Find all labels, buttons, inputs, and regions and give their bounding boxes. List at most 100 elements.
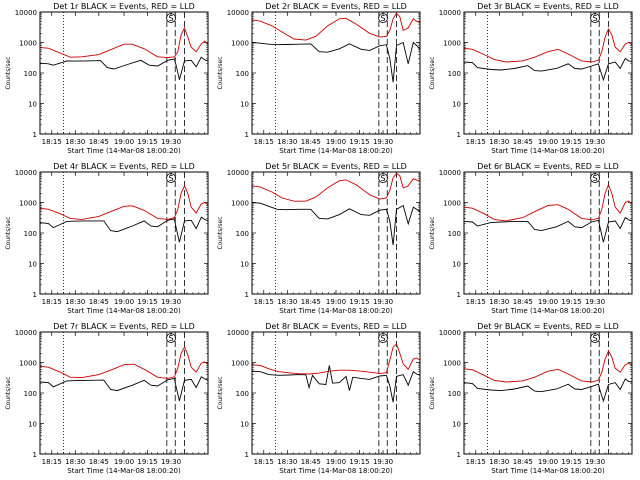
y-tick-label: 10000: [15, 169, 37, 177]
events-series-line: [463, 216, 633, 243]
plot-frame: [251, 171, 421, 295]
marker-letter: S: [381, 174, 386, 183]
lld-series-line: [463, 183, 633, 222]
x-tick-label: 18:30: [489, 298, 509, 306]
x-tick-label: 19:30: [585, 298, 605, 306]
chart-panel: Det 7r BLACK = Events, RED = LLD Counts/s…: [5, 322, 209, 475]
y-tick-label: 100: [24, 390, 37, 398]
y-tick-label: 10: [240, 421, 249, 429]
events-series-line: [39, 216, 209, 243]
y-tick-label: 10000: [227, 9, 249, 17]
y-tick-label: 100: [24, 230, 37, 238]
y-tick-label: 1: [33, 291, 37, 299]
y-tick-label: 10000: [227, 169, 249, 177]
chart-title: Det 1r BLACK = Events, RED = LLD: [53, 2, 195, 11]
y-axis-label: Counts/sec: [429, 376, 436, 409]
y-tick-label: 10000: [439, 169, 461, 177]
x-tick-label: 18:30: [65, 138, 85, 146]
marker-letter: S: [593, 334, 598, 343]
y-tick-label: 100: [448, 70, 461, 78]
x-tick-label: 19:15: [137, 138, 157, 146]
marker-circle: [166, 333, 176, 343]
events-series-line: [39, 376, 209, 402]
y-tick-label: 1000: [443, 40, 461, 48]
lld-series-line: [39, 26, 209, 59]
x-tick-label: 18:15: [42, 138, 62, 146]
chart-panel: Det 2r BLACK = Events, RED = LLD Counts/s…: [217, 2, 421, 155]
x-axis-label: Start Time (14-Mar-08 18:00:20): [491, 467, 605, 475]
x-tick-label: 19:00: [326, 298, 346, 306]
marker-circle: [166, 13, 176, 23]
y-tick-label: 100: [236, 230, 249, 238]
y-tick-label: 10000: [439, 329, 461, 337]
x-axis-label: Start Time (14-Mar-08 18:00:20): [67, 467, 181, 475]
x-tick-label: 18:45: [301, 298, 321, 306]
plot-frame: [39, 171, 209, 295]
y-tick-label: 1000: [231, 360, 249, 368]
x-tick-label: 19:15: [137, 458, 157, 466]
chart-panel: Det 6r BLACK = Events, RED = LLD Counts/s…: [429, 162, 633, 315]
chart-panel: Det 5r BLACK = Events, RED = LLD Counts/s…: [217, 162, 421, 315]
y-tick-label: 1000: [19, 40, 37, 48]
events-series-line: [39, 56, 209, 80]
y-tick-label: 10000: [227, 329, 249, 337]
x-tick-label: 19:30: [373, 298, 393, 306]
y-tick-label: 1000: [443, 200, 461, 208]
marker-circle: [378, 333, 388, 343]
x-tick-label: 19:00: [538, 298, 558, 306]
x-tick-label: 18:15: [254, 138, 274, 146]
x-tick-label: 18:15: [254, 298, 274, 306]
x-tick-label: 19:30: [373, 458, 393, 466]
x-axis-label: Start Time (14-Mar-08 18:00:20): [279, 307, 393, 315]
plot-frame: [39, 11, 209, 135]
y-tick-label: 1: [457, 131, 461, 139]
chart-panel: Det 4r BLACK = Events, RED = LLD Counts/s…: [5, 162, 209, 315]
x-tick-label: 18:30: [489, 458, 509, 466]
y-tick-label: 1: [245, 291, 249, 299]
x-tick-label: 18:45: [89, 298, 109, 306]
y-axis-label: Counts/sec: [429, 56, 436, 89]
x-axis-label: Start Time (14-Mar-08 18:00:20): [491, 307, 605, 315]
x-tick-label: 19:00: [538, 458, 558, 466]
x-axis-label: Start Time (14-Mar-08 18:00:20): [67, 307, 181, 315]
y-tick-label: 10000: [439, 9, 461, 17]
x-tick-label: 19:30: [585, 138, 605, 146]
x-tick-label: 18:30: [277, 138, 297, 146]
marker-letter: S: [593, 174, 598, 183]
events-series-line: [463, 378, 633, 403]
chart-panel: Det 3r BLACK = Events, RED = LLD Counts/s…: [429, 2, 633, 155]
y-tick-label: 1: [457, 451, 461, 459]
x-tick-label: 18:45: [301, 458, 321, 466]
x-tick-label: 18:30: [65, 458, 85, 466]
lld-series-line: [39, 346, 209, 379]
x-tick-label: 19:00: [114, 298, 134, 306]
x-tick-label: 19:15: [561, 298, 581, 306]
chart-panel: Det 1r BLACK = Events, RED = LLD Counts/s…: [5, 2, 209, 155]
y-tick-label: 10000: [15, 329, 37, 337]
lld-series-line: [251, 343, 421, 375]
y-tick-label: 1000: [443, 360, 461, 368]
marker-circle: [166, 173, 176, 183]
y-axis-label: Counts/sec: [217, 216, 224, 249]
x-tick-label: 18:45: [301, 138, 321, 146]
x-tick-label: 18:30: [277, 298, 297, 306]
events-series-line: [251, 365, 421, 403]
marker-letter: S: [381, 334, 386, 343]
plot-frame: [463, 171, 633, 295]
x-tick-label: 19:00: [114, 138, 134, 146]
x-tick-label: 18:15: [466, 458, 486, 466]
chart-title: Det 4r BLACK = Events, RED = LLD: [53, 162, 195, 171]
x-tick-label: 18:30: [489, 138, 509, 146]
lld-series-line: [463, 349, 633, 383]
x-tick-label: 19:15: [349, 298, 369, 306]
x-tick-label: 19:00: [326, 138, 346, 146]
x-tick-label: 19:00: [538, 138, 558, 146]
y-axis-label: Counts/sec: [217, 56, 224, 89]
x-axis-label: Start Time (14-Mar-08 18:00:20): [491, 147, 605, 155]
marker-circle: [590, 333, 600, 343]
x-tick-label: 18:15: [466, 138, 486, 146]
y-tick-label: 10: [240, 261, 249, 269]
y-tick-label: 10: [452, 421, 461, 429]
events-series-line: [251, 202, 421, 246]
